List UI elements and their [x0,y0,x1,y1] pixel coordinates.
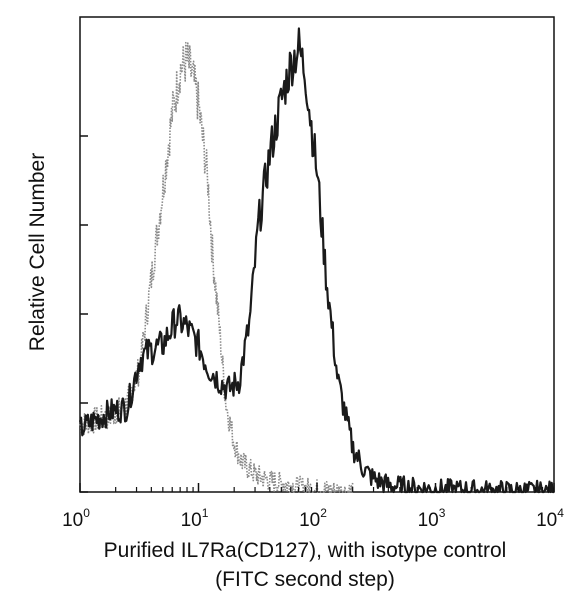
x-tick-label: 100 [62,506,90,531]
plot-frame [79,16,555,493]
x-tick-label: 104 [536,506,564,531]
il7ra-cd127-line [78,27,554,494]
x-axis-ticks: 100 101 102 103 104 [62,483,564,531]
series-lines [78,27,554,494]
y-axis-ticks [80,135,88,493]
x-axis-label: Purified IL7Ra(CD127), with isotype cont… [104,539,507,562]
y-axis-label: Relative Cell Number [26,153,49,351]
isotype-control-line [79,41,354,493]
x-tick-label: 101 [181,506,209,531]
x-tick-label: 103 [418,506,446,531]
x-axis-label-line2: (FITC second step) [215,568,395,591]
x-tick-label: 102 [299,506,327,531]
